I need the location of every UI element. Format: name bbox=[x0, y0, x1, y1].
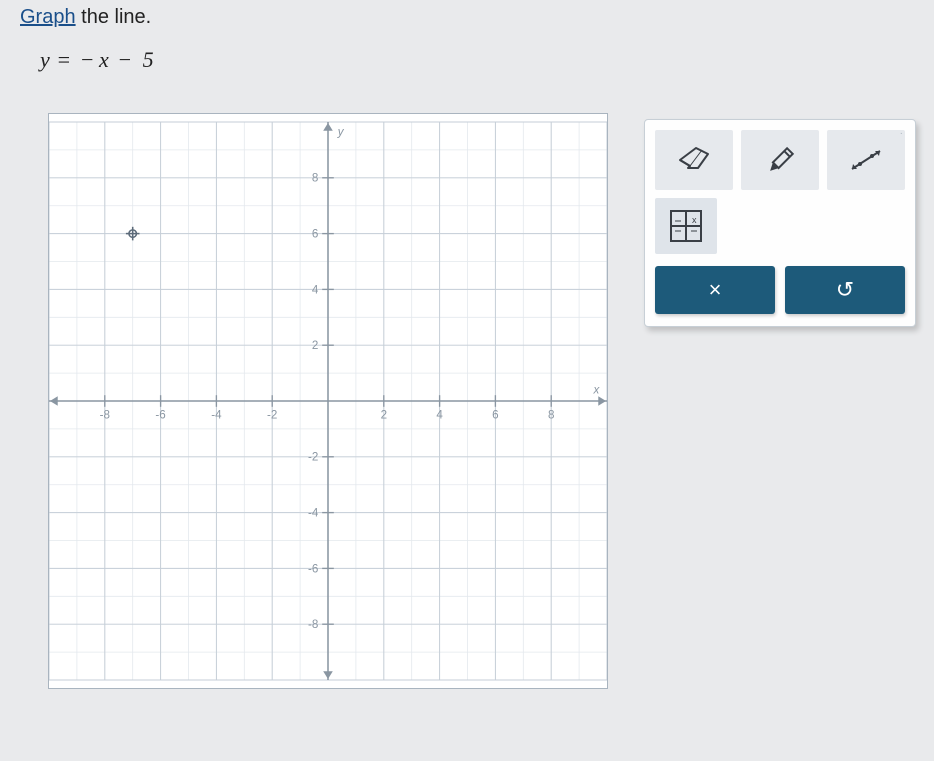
svg-text:-6: -6 bbox=[155, 408, 165, 421]
tool-row-1 bbox=[655, 130, 905, 190]
pencil-icon bbox=[762, 145, 798, 175]
page-root: Graph the line. y = −x − 5 -8-6-4-22468-… bbox=[0, 0, 934, 707]
graph-view-icon: x bbox=[669, 209, 703, 243]
eraser-tool-button[interactable] bbox=[655, 130, 733, 190]
undo-button[interactable]: ↺ bbox=[785, 266, 905, 314]
instruction-text: Graph the line. bbox=[20, 6, 916, 29]
pencil-tool-button[interactable] bbox=[741, 130, 819, 190]
eraser-icon bbox=[676, 146, 712, 174]
svg-text:6: 6 bbox=[492, 408, 498, 421]
svg-text:-2: -2 bbox=[267, 408, 277, 421]
graph-panel[interactable]: -8 -6 -4 -2 2 4 6 8 -8 -6 -4 -2 2 4 6 8 x y bbox=[48, 113, 608, 689]
tool-panel: · bbox=[644, 119, 916, 327]
content-row: -8 -6 -4 -2 2 4 6 8 -8 -6 -4 -2 2 4 6 8 x y · bbox=[18, 113, 916, 689]
eq-part-0: = bbox=[56, 47, 71, 72]
eq-part-3: − bbox=[117, 47, 132, 72]
equation: y = −x − 5 bbox=[40, 47, 916, 73]
clear-button[interactable]: × bbox=[655, 266, 775, 314]
line-icon bbox=[846, 145, 886, 175]
eq-part-4: 5 bbox=[143, 47, 155, 72]
action-row: × ↺ bbox=[655, 266, 905, 314]
svg-text:8: 8 bbox=[312, 172, 318, 185]
svg-text:4: 4 bbox=[436, 408, 443, 421]
instruction-rest: the line. bbox=[76, 6, 152, 28]
svg-text:-4: -4 bbox=[308, 506, 319, 519]
svg-text:-2: -2 bbox=[308, 451, 318, 464]
svg-text:y: y bbox=[337, 126, 345, 139]
svg-text:-6: -6 bbox=[308, 562, 318, 575]
graph-svg[interactable]: -8 -6 -4 -2 2 4 6 8 -8 -6 -4 -2 2 4 6 8 x y bbox=[49, 114, 607, 688]
eq-part-2: x bbox=[99, 47, 109, 72]
panel-drag-handle[interactable]: · bbox=[900, 128, 905, 139]
line-tool-button[interactable] bbox=[827, 130, 905, 190]
eq-lhs: y bbox=[40, 47, 50, 72]
svg-text:x: x bbox=[692, 215, 697, 225]
graph-view-tool-button[interactable]: x bbox=[655, 198, 717, 254]
svg-text:2: 2 bbox=[312, 339, 318, 352]
svg-text:2: 2 bbox=[381, 408, 387, 421]
close-icon: × bbox=[709, 277, 722, 303]
svg-text:6: 6 bbox=[312, 227, 318, 240]
tool-row-2: x bbox=[655, 198, 905, 254]
svg-text:4: 4 bbox=[312, 283, 319, 296]
svg-text:-8: -8 bbox=[100, 408, 110, 421]
svg-text:x: x bbox=[592, 383, 600, 396]
eq-part-1: − bbox=[80, 47, 95, 72]
svg-text:-8: -8 bbox=[308, 618, 318, 631]
svg-text:-4: -4 bbox=[211, 408, 222, 421]
instruction-link[interactable]: Graph bbox=[20, 6, 76, 28]
svg-text:8: 8 bbox=[548, 408, 554, 421]
undo-icon: ↺ bbox=[836, 277, 854, 303]
